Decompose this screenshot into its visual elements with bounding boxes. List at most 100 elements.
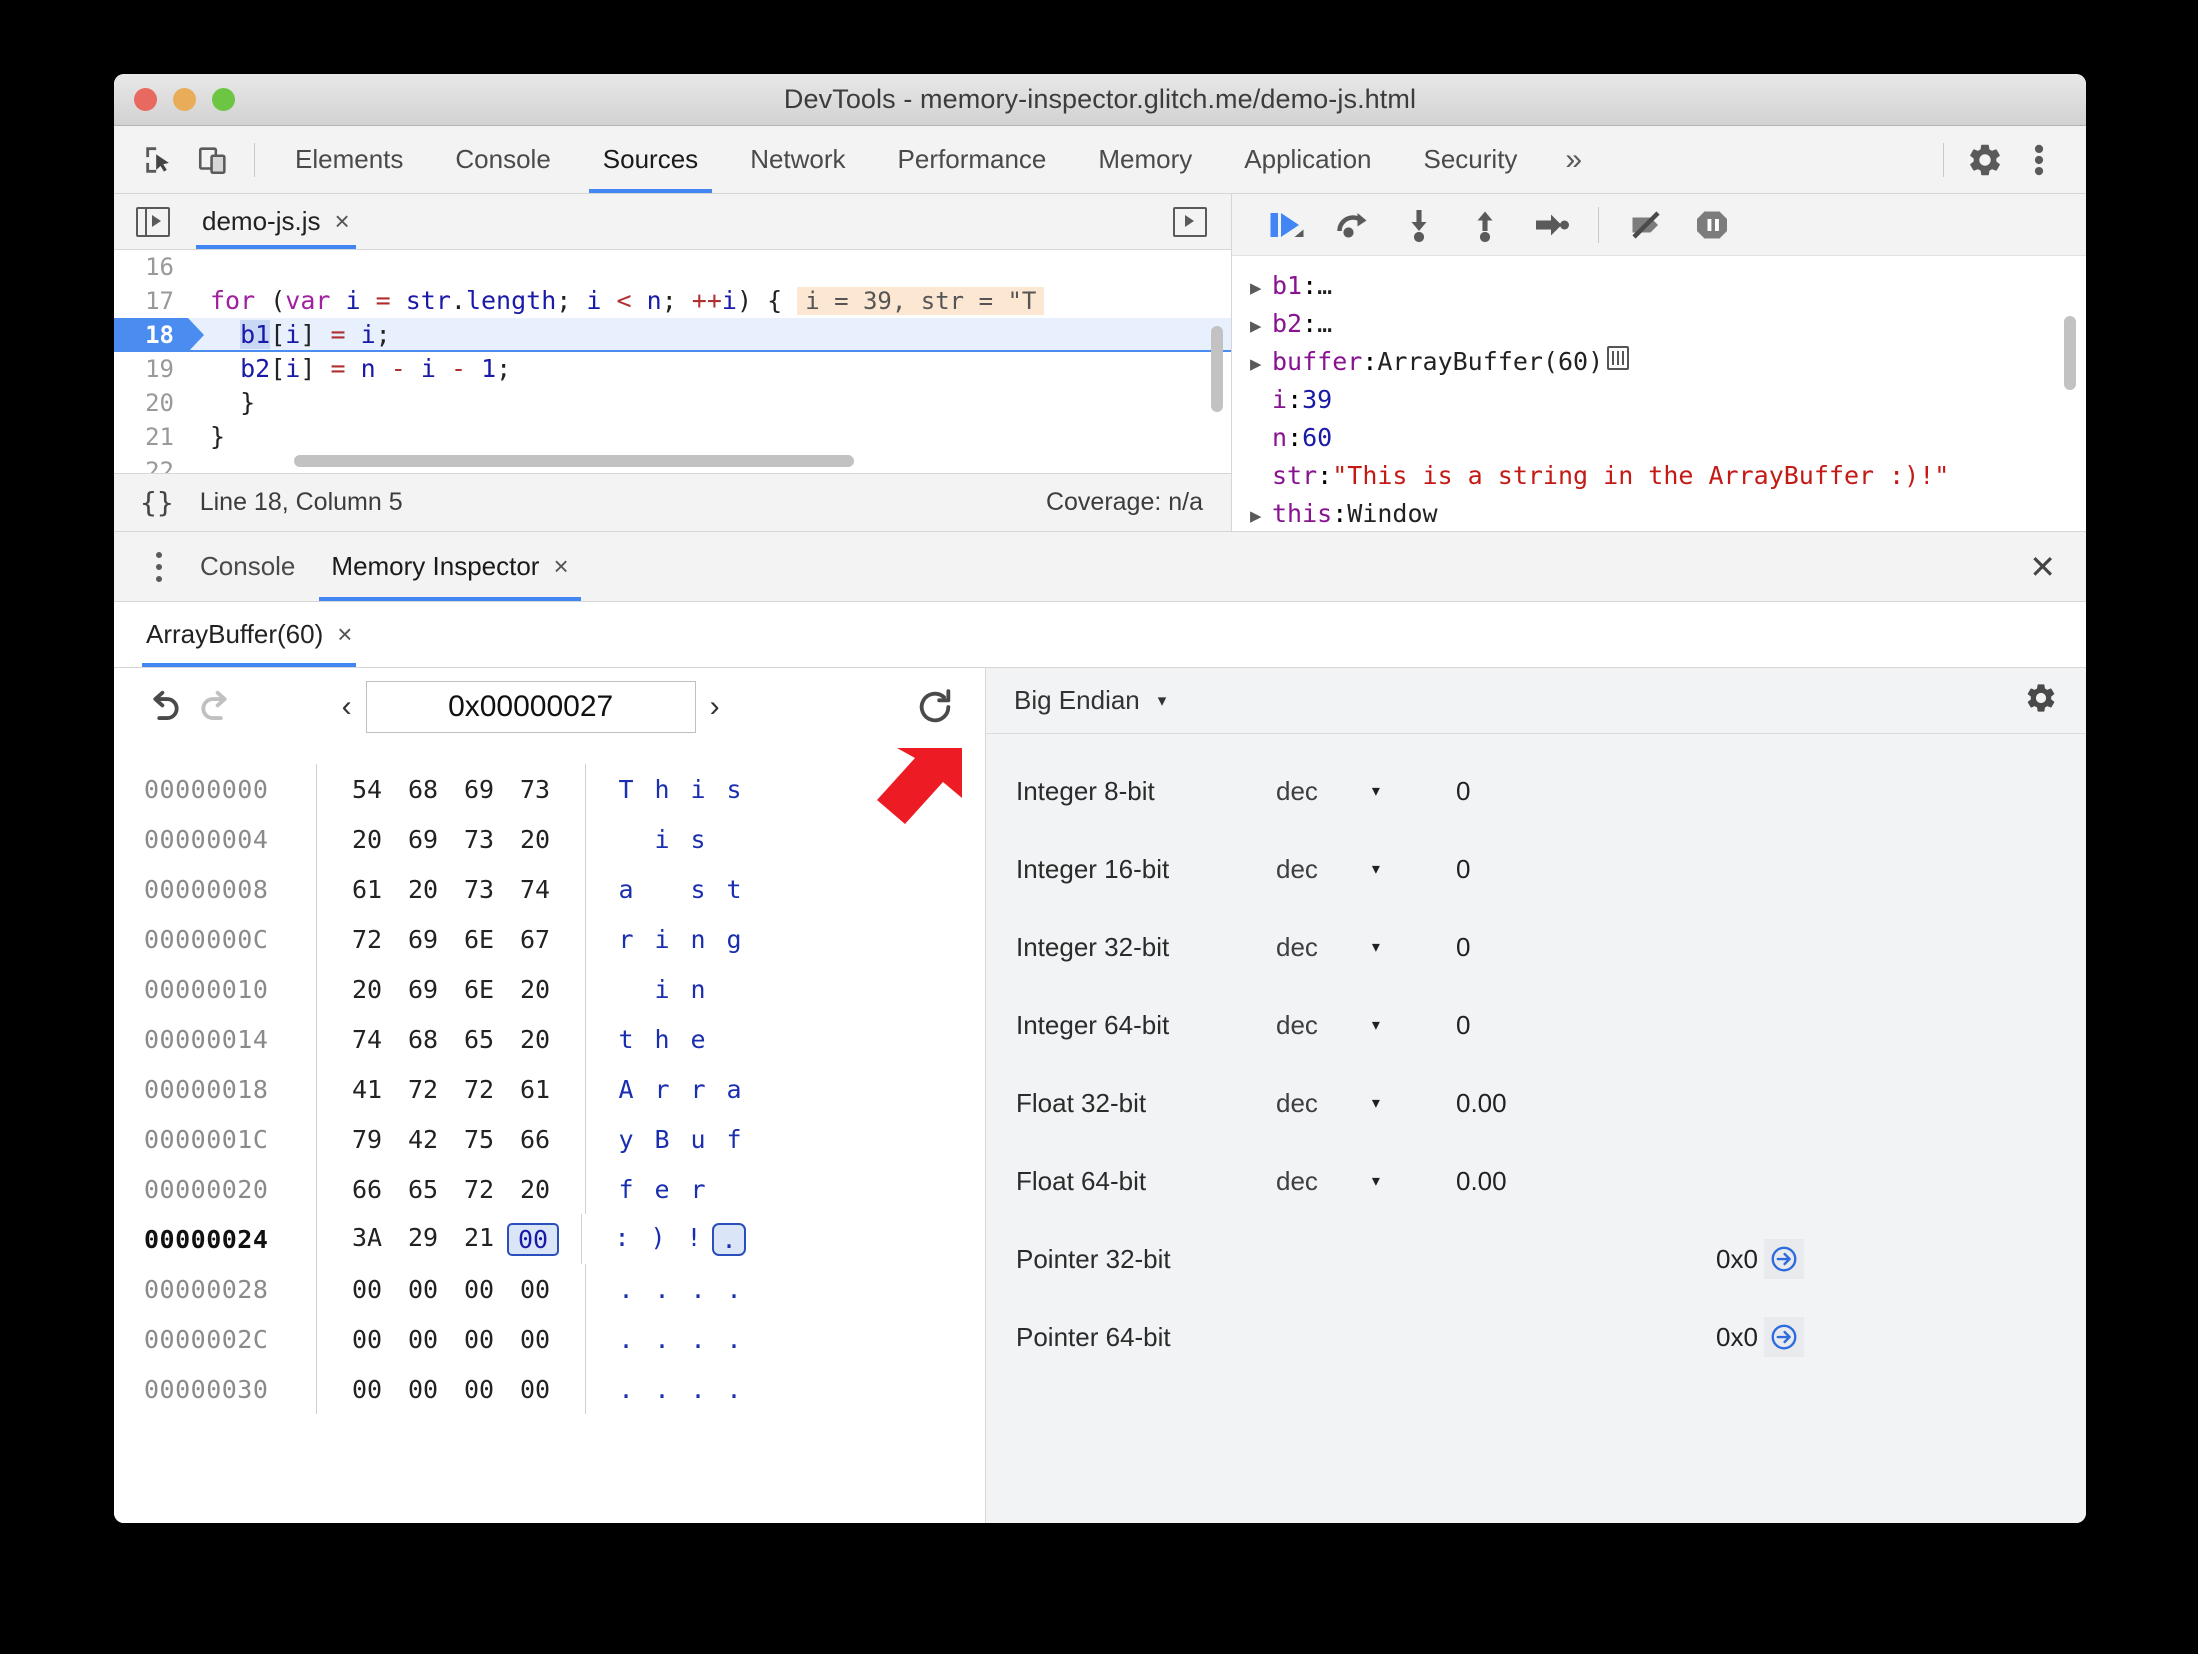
tab-console[interactable]: Console [455, 144, 551, 174]
hex-byte[interactable]: 61 [519, 1074, 551, 1104]
hex-byte[interactable]: 41 [351, 1074, 383, 1104]
scope-item-buffer[interactable]: ▶ buffer : ArrayBuffer(60) [1250, 344, 2086, 382]
memory-buffer-tab[interactable]: ArrayBuffer(60) × [142, 602, 357, 667]
ascii-char[interactable]: . [726, 1274, 742, 1304]
ascii-char[interactable]: . [618, 1374, 634, 1404]
ascii-char[interactable]: a [726, 1074, 742, 1104]
hex-byte[interactable]: 20 [519, 1174, 551, 1204]
hex-byte[interactable]: 74 [351, 1024, 383, 1054]
hex-byte[interactable]: 00 [519, 1324, 551, 1354]
number-format-selector[interactable]: dec ▾ [1276, 1010, 1456, 1041]
ascii-char[interactable]: r [654, 1074, 670, 1104]
hex-byte[interactable]: 29 [407, 1222, 439, 1252]
hex-row[interactable]: 00000024 3A 29 21 00:)!. [144, 1214, 985, 1264]
step-out-of-current-function-icon[interactable] [1456, 201, 1514, 249]
show-debugger-sidebar-icon[interactable] [1173, 206, 1207, 237]
scope-vertical-scrollbar[interactable] [2064, 316, 2076, 390]
ascii-char[interactable]: . [690, 1324, 706, 1354]
hex-byte[interactable]: 42 [407, 1124, 439, 1154]
hex-row[interactable]: 0000000C 72 69 6E 67 r i n g [144, 914, 985, 964]
ascii-char[interactable]: g [726, 924, 742, 954]
chevron-down-icon[interactable]: ▾ [1157, 690, 1167, 710]
code-line[interactable]: 21 } [114, 420, 1231, 454]
ascii-char[interactable]: t [618, 1024, 634, 1054]
tab-application[interactable]: Application [1244, 144, 1372, 174]
refresh-icon[interactable] [909, 681, 961, 733]
hex-byte[interactable]: 69 [407, 924, 439, 954]
close-icon[interactable]: × [337, 619, 353, 649]
code-line[interactable]: 17 for (var i = str.length; i < n; ++i) … [114, 284, 1231, 318]
ascii-char[interactable]: e [690, 1024, 706, 1054]
next-page-button[interactable]: › [709, 690, 720, 723]
ascii-char[interactable] [644, 875, 680, 904]
drawer-tab-console[interactable]: Console [182, 532, 313, 601]
inspect-element-icon[interactable] [132, 133, 186, 187]
ascii-char[interactable]: i [654, 824, 670, 854]
number-format-selector[interactable]: dec ▾ [1276, 1166, 1456, 1197]
hex-byte[interactable]: 20 [351, 824, 383, 854]
ascii-char[interactable]: . [654, 1274, 670, 1304]
ascii-char[interactable] [716, 825, 752, 854]
show-navigator-icon[interactable] [136, 206, 170, 237]
hex-byte-selected[interactable]: 00 [507, 1222, 559, 1256]
more-tabs-icon[interactable]: » [1565, 142, 1583, 176]
close-icon[interactable]: × [553, 551, 569, 581]
hex-byte[interactable]: 54 [351, 774, 383, 804]
ascii-char[interactable] [608, 975, 644, 1004]
reveal-in-memory-inspector-icon[interactable] [1607, 346, 1630, 370]
tab-sources[interactable]: Sources [577, 126, 724, 193]
hex-byte[interactable]: 69 [407, 974, 439, 1004]
more-tools-icon[interactable] [136, 551, 182, 582]
ascii-char[interactable] [716, 1175, 752, 1204]
hex-row[interactable]: 00000030 00 00 00 00.... [144, 1364, 985, 1414]
hex-byte[interactable]: 3A [351, 1222, 383, 1252]
ascii-char[interactable]: h [654, 1024, 670, 1054]
code-line[interactable]: 22 [114, 454, 1231, 473]
code-line-current[interactable]: 18 b1[i] = i; [114, 318, 1231, 352]
hex-byte[interactable]: 73 [463, 824, 495, 854]
ascii-char[interactable]: . [618, 1274, 634, 1304]
ascii-char[interactable]: s [690, 824, 706, 854]
hex-byte[interactable]: 73 [463, 874, 495, 904]
hex-byte[interactable]: 00 [463, 1374, 495, 1404]
hex-byte[interactable]: 61 [351, 874, 383, 904]
hex-byte[interactable]: 6E [463, 924, 495, 954]
hex-byte[interactable]: 20 [407, 874, 439, 904]
ascii-char[interactable]: . [690, 1274, 706, 1304]
hex-byte[interactable]: 20 [351, 974, 383, 1004]
redo-icon[interactable] [190, 681, 242, 733]
ascii-char[interactable] [716, 975, 752, 1004]
previous-page-button[interactable]: ‹ [341, 690, 352, 723]
close-drawer-button[interactable]: ✕ [2029, 548, 2056, 585]
ascii-char[interactable]: T [618, 774, 634, 804]
code-line[interactable]: 19 b2[i] = n - i - 1; [114, 352, 1231, 386]
chevron-right-icon[interactable]: ▶ [1250, 315, 1262, 337]
ascii-char[interactable]: r [690, 1074, 706, 1104]
hex-byte[interactable]: 00 [351, 1274, 383, 1304]
tab-elements[interactable]: Elements [295, 144, 404, 174]
ascii-char[interactable]: u [690, 1124, 706, 1154]
ascii-char[interactable]: f [618, 1174, 634, 1204]
pretty-print-icon[interactable]: {} [140, 486, 174, 519]
ascii-char[interactable]: i [654, 974, 670, 1004]
number-format-selector[interactable]: dec ▾ [1276, 776, 1456, 807]
address-input[interactable] [365, 681, 696, 733]
hex-byte[interactable]: 72 [463, 1074, 495, 1104]
hex-byte[interactable]: 75 [463, 1124, 495, 1154]
chevron-right-icon[interactable]: ▶ [1250, 277, 1262, 299]
ascii-char[interactable]: . [618, 1324, 634, 1354]
hex-byte[interactable]: 73 [519, 774, 551, 804]
hex-byte[interactable]: 69 [463, 774, 495, 804]
tab-memory[interactable]: Memory [1098, 144, 1193, 174]
hex-byte[interactable]: 00 [407, 1374, 439, 1404]
resume-script-execution-icon[interactable] [1258, 201, 1316, 249]
ascii-char[interactable]: s [726, 774, 742, 804]
close-window-button[interactable] [134, 88, 157, 111]
hex-byte[interactable]: 66 [351, 1174, 383, 1204]
hex-byte[interactable]: 00 [351, 1324, 383, 1354]
ascii-char[interactable]: i [690, 774, 706, 804]
minimize-window-button[interactable] [173, 88, 196, 111]
